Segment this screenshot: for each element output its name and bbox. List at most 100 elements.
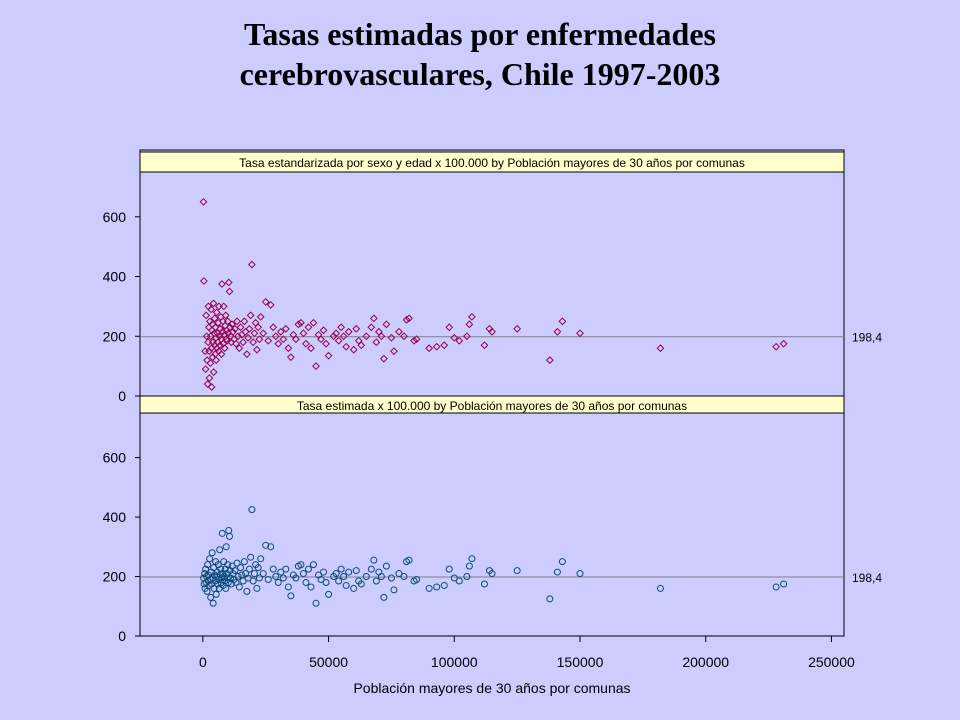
data-point xyxy=(400,573,408,581)
data-point xyxy=(205,347,214,356)
data-point xyxy=(545,356,554,365)
data-point xyxy=(455,336,464,345)
data-point xyxy=(202,565,210,573)
panel-top-header xyxy=(139,151,845,173)
data-point xyxy=(276,327,285,336)
data-point xyxy=(432,342,441,351)
data-point xyxy=(286,353,295,362)
data-point xyxy=(294,320,303,329)
data-point xyxy=(462,332,471,341)
data-point xyxy=(250,570,258,578)
data-point xyxy=(271,332,280,341)
data-point xyxy=(239,577,247,585)
data-point xyxy=(413,576,421,584)
data-point xyxy=(240,317,249,326)
data-point xyxy=(244,574,252,582)
data-point xyxy=(210,584,218,592)
data-point xyxy=(576,329,584,338)
data-point xyxy=(450,574,458,582)
data-point xyxy=(209,299,218,308)
panel-bottom: Tasa estimada x 100.000 by Población may… xyxy=(103,395,882,644)
data-point xyxy=(257,555,265,563)
slide-title-line-1: Tasas estimadas por enfermedades xyxy=(243,16,716,52)
data-point xyxy=(304,323,313,332)
panel-bottom-label: Tasa estimada x 100.000 by Población may… xyxy=(297,399,687,413)
data-point xyxy=(367,323,376,332)
data-point xyxy=(357,580,365,588)
data-point xyxy=(334,336,343,345)
data-point xyxy=(279,574,287,582)
data-point xyxy=(266,300,275,309)
slide-title-line-2: cerebrovasculares, Chile 1997-2003 xyxy=(239,56,721,92)
data-point xyxy=(220,344,229,353)
data-point xyxy=(237,564,245,572)
data-point xyxy=(246,311,255,320)
data-point xyxy=(425,584,433,592)
x-tick-label: 250000 xyxy=(808,654,855,670)
data-point xyxy=(342,581,350,589)
data-point xyxy=(325,590,333,598)
data-point xyxy=(558,317,567,326)
data-point xyxy=(239,338,247,347)
data-point xyxy=(387,333,396,342)
data-point xyxy=(335,577,343,585)
data-point xyxy=(546,595,554,603)
data-point xyxy=(203,587,211,595)
panel-top-y-axis: 0 200 400 600 xyxy=(103,209,140,404)
y-tick-label: 400 xyxy=(103,269,127,285)
x-axis: 0 50000 100000 150000 200000 250000 xyxy=(199,636,855,670)
data-point xyxy=(226,323,234,332)
data-point xyxy=(412,335,421,344)
data-point xyxy=(576,570,584,578)
data-point xyxy=(433,583,441,591)
data-point xyxy=(380,593,388,601)
data-point xyxy=(352,324,361,333)
panel-bottom-y-axis: 0 200 400 600 xyxy=(103,450,140,644)
panel-top-reference-label: 198,4 xyxy=(852,331,882,345)
data-point xyxy=(445,323,454,332)
data-point xyxy=(332,570,340,578)
data-point xyxy=(218,280,226,288)
data-point xyxy=(218,529,226,537)
data-point xyxy=(344,327,353,336)
data-point xyxy=(307,344,315,353)
data-point xyxy=(390,347,398,356)
data-point xyxy=(284,583,292,591)
data-point xyxy=(247,260,256,269)
x-tick-label: 0 xyxy=(199,654,207,670)
data-point xyxy=(319,326,328,335)
data-point xyxy=(255,335,264,344)
data-point xyxy=(208,549,216,557)
data-point xyxy=(217,350,226,359)
data-point xyxy=(207,593,215,601)
data-point xyxy=(352,567,360,575)
data-point xyxy=(279,335,288,344)
data-point xyxy=(553,568,561,576)
data-point xyxy=(656,344,665,353)
data-point xyxy=(253,584,261,592)
data-point xyxy=(317,576,325,584)
data-point xyxy=(405,556,413,564)
data-point xyxy=(274,578,282,586)
data-point xyxy=(387,574,395,582)
data-point xyxy=(369,314,378,323)
data-point xyxy=(264,336,273,345)
data-point xyxy=(204,561,212,569)
data-point xyxy=(207,305,216,314)
panel-bottom-points xyxy=(200,506,788,607)
data-point xyxy=(468,555,476,563)
data-point xyxy=(272,573,280,581)
data-point xyxy=(395,570,403,578)
data-point xyxy=(216,341,224,350)
data-point xyxy=(274,339,283,348)
data-point xyxy=(207,383,216,391)
y-tick-label: 200 xyxy=(103,569,127,585)
data-point xyxy=(342,342,351,351)
data-point xyxy=(264,576,272,584)
data-point xyxy=(217,565,225,573)
data-point xyxy=(223,574,231,582)
data-point xyxy=(282,565,290,573)
data-point xyxy=(299,329,308,338)
y-tick-label: 400 xyxy=(103,509,127,525)
data-point xyxy=(203,356,212,365)
